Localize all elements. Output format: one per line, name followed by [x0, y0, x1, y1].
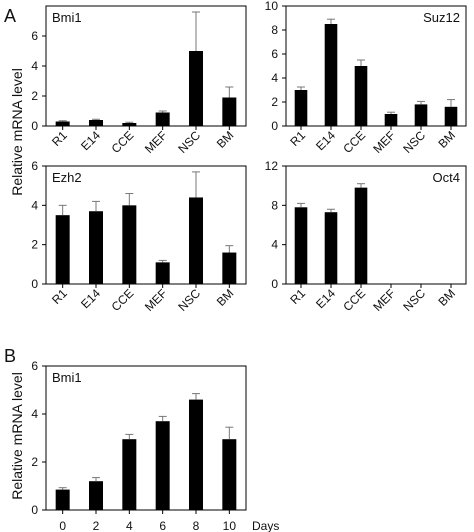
- y-tick-label: 0: [31, 503, 38, 517]
- x-tick-label: 8: [193, 519, 200, 532]
- bar: [294, 207, 308, 284]
- bar: [55, 489, 70, 510]
- chart-title: Ezh2: [52, 170, 82, 185]
- bar: [414, 104, 428, 126]
- chart-title: Suz12: [423, 10, 460, 25]
- y-tick-label: 4: [271, 71, 278, 85]
- bar: [155, 112, 170, 126]
- x-tick-label: 10: [223, 519, 237, 532]
- panel-label-a: A: [4, 6, 16, 26]
- y-axis-label-top: Relative mRNA level: [9, 68, 25, 196]
- bar: [354, 187, 368, 284]
- bar: [55, 121, 70, 126]
- bar: [189, 399, 203, 510]
- bmi1-days-chart: Bmi1 0 2 4 6 0 2 4 6 8 10 Days: [31, 359, 279, 532]
- plot-frame: [285, 5, 467, 127]
- y-tick-label: 12: [265, 159, 279, 173]
- chart-title: Bmi1: [52, 370, 82, 385]
- y-tick-label: 2: [31, 238, 38, 252]
- bar: [294, 90, 308, 126]
- y-tick-label: 0: [271, 119, 278, 133]
- plot-frame: [285, 165, 467, 285]
- y-tick-label: 4: [31, 407, 38, 421]
- bar: [89, 120, 103, 126]
- bar: [222, 252, 237, 284]
- y-tick-label: 2: [271, 95, 278, 109]
- chart-title: Oct4: [433, 170, 460, 185]
- y-tick-label: 8: [271, 198, 278, 212]
- y-tick-label: 4: [31, 59, 38, 73]
- plot-frame: [45, 165, 247, 285]
- y-tick-label: 8: [271, 23, 278, 37]
- y-tick-label: 6: [31, 359, 38, 373]
- y-tick-label: 6: [31, 29, 38, 43]
- panel-label-b: B: [4, 346, 16, 366]
- bar: [155, 421, 170, 510]
- y-tick-label: 2: [31, 455, 38, 469]
- x-tick-label: 4: [126, 519, 133, 532]
- bar: [189, 197, 203, 284]
- bar: [89, 211, 103, 284]
- y-tick-label: 10: [265, 0, 279, 13]
- bar: [354, 66, 368, 126]
- bar: [189, 51, 203, 126]
- bar: [384, 114, 398, 126]
- x-tick-label: 2: [93, 519, 100, 532]
- bar: [444, 106, 458, 126]
- y-tick-label: 0: [31, 277, 38, 291]
- y-axis-label-bottom: Relative mRNA level: [9, 372, 25, 500]
- x-tick-label: 6: [159, 519, 166, 532]
- x-tick-label: 0: [59, 519, 66, 532]
- y-tick-label: 4: [271, 238, 278, 252]
- bar: [122, 205, 137, 284]
- bar: [122, 123, 137, 126]
- chart-title: Bmi1: [52, 10, 82, 25]
- y-tick-label: 2: [31, 89, 38, 103]
- bar: [324, 24, 338, 126]
- bar: [122, 439, 137, 510]
- y-tick-label: 4: [31, 198, 38, 212]
- bar: [89, 481, 103, 510]
- y-tick-label: 6: [31, 159, 38, 173]
- bar: [155, 262, 170, 284]
- y-tick-label: 6: [271, 47, 278, 61]
- plot-frame: [45, 365, 247, 511]
- bar: [222, 97, 237, 126]
- bar: [55, 215, 70, 284]
- bar: [222, 439, 237, 510]
- bar: [324, 212, 338, 284]
- y-tick-label: 0: [31, 119, 38, 133]
- y-tick-label: 0: [271, 277, 278, 291]
- x-axis-label: Days: [252, 519, 279, 532]
